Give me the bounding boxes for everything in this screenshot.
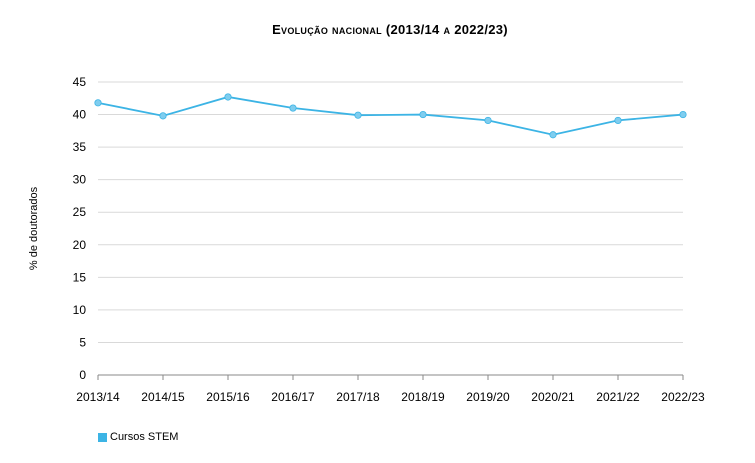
x-tick-label: 2022/23 xyxy=(661,390,705,404)
data-point[interactable] xyxy=(94,99,102,107)
data-point[interactable] xyxy=(614,116,622,125)
x-tick-label: 2015/16 xyxy=(206,390,250,404)
legend[interactable]: Cursos STEM xyxy=(98,431,178,443)
x-tick-label: 2014/15 xyxy=(141,390,185,404)
x-tick-label: 2021/22 xyxy=(596,390,640,404)
data-point[interactable] xyxy=(549,131,557,139)
x-tick-label: 2018/19 xyxy=(401,390,445,404)
series-line xyxy=(97,96,684,136)
chart-title: Evolução nacional (2013/14 a 2022/23) xyxy=(272,22,508,37)
y-tick-label: 40 xyxy=(73,108,87,122)
y-tick-label: 45 xyxy=(73,75,87,89)
data-point[interactable] xyxy=(484,116,492,125)
y-axis-label: % de doutorados xyxy=(28,186,40,270)
y-tick-label: 35 xyxy=(73,140,87,154)
data-point[interactable] xyxy=(354,111,362,119)
x-tick-label: 2020/21 xyxy=(531,390,575,404)
y-tick-label: 0 xyxy=(79,368,86,382)
data-point[interactable] xyxy=(419,110,427,119)
x-tick-label: 2017/18 xyxy=(336,390,380,404)
data-point[interactable] xyxy=(159,112,167,120)
data-point[interactable] xyxy=(679,110,687,119)
data-point[interactable] xyxy=(289,104,297,112)
x-tick-label: 2019/20 xyxy=(466,390,510,404)
legend-swatch xyxy=(98,432,107,442)
y-tick-label: 20 xyxy=(73,238,87,252)
data-point[interactable] xyxy=(224,93,232,101)
x-tick-label: 2016/17 xyxy=(271,390,315,404)
y-tick-label: 30 xyxy=(73,173,87,187)
y-tick-label: 10 xyxy=(73,303,87,317)
legend-label: Cursos STEM xyxy=(110,431,179,443)
y-tick-label: 15 xyxy=(73,270,87,284)
y-tick-label: 5 xyxy=(79,335,86,349)
x-tick-label: 2013/14 xyxy=(76,390,120,404)
y-tick-label: 25 xyxy=(73,205,87,219)
